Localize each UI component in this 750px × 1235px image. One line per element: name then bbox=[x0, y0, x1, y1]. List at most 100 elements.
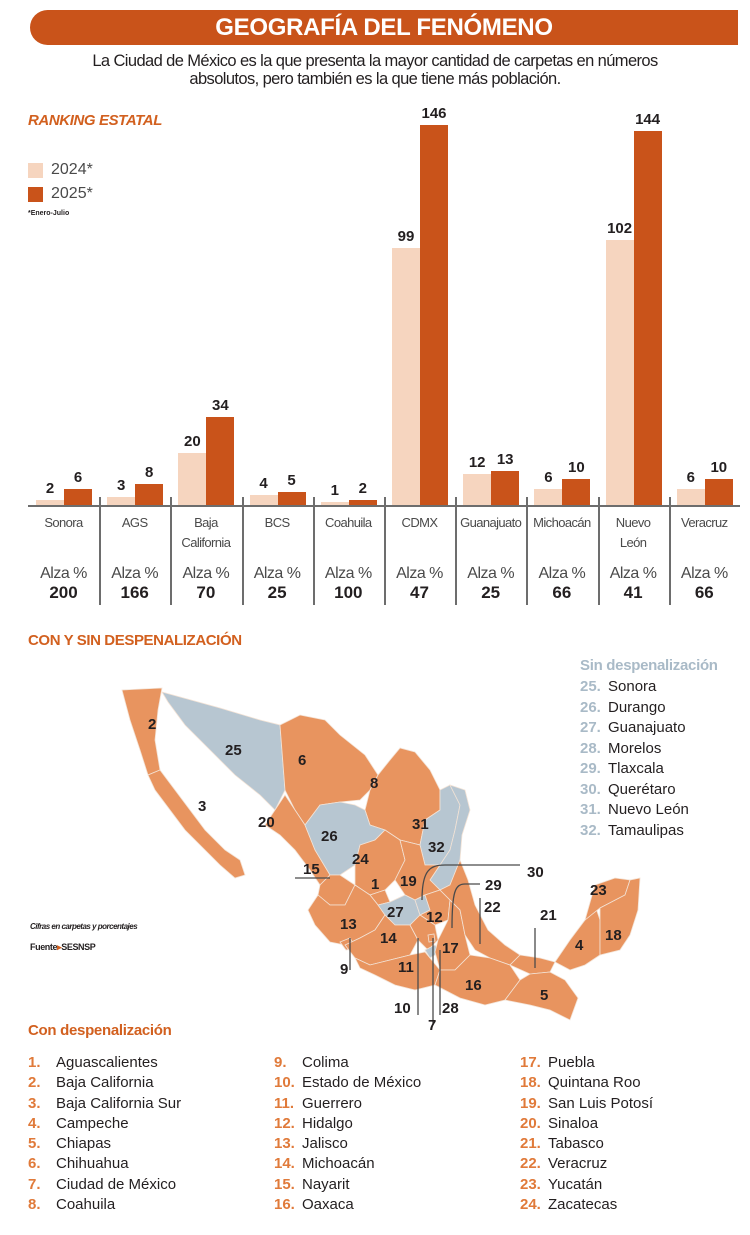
bar-value-label: 3 bbox=[117, 477, 126, 495]
alza-value: 25 bbox=[481, 583, 501, 602]
bar-2024 bbox=[107, 497, 136, 505]
state-list-item: 29. Tlaxcala bbox=[580, 760, 689, 781]
state-list-item: 21. Tabasco bbox=[520, 1135, 653, 1155]
group-divider bbox=[455, 497, 458, 605]
bar-value-label: 12 bbox=[468, 453, 486, 471]
svg-text:20: 20 bbox=[258, 814, 275, 831]
state-name: Zacatecas bbox=[548, 1196, 618, 1214]
svg-text:23: 23 bbox=[590, 882, 607, 899]
state-name: Baja California bbox=[56, 1074, 154, 1092]
category-label: Coahuila bbox=[325, 515, 372, 530]
state-list-item: 10. Estado de México bbox=[274, 1074, 421, 1094]
state-number: 2. bbox=[28, 1074, 41, 1092]
state-name: Aguascalientes bbox=[56, 1054, 158, 1071]
svg-text:7: 7 bbox=[428, 1017, 436, 1034]
state-name: Tamaulipas bbox=[608, 821, 684, 839]
state-list-item: 3. Baja California Sur bbox=[28, 1095, 181, 1115]
state-number: 26. bbox=[580, 698, 601, 716]
group-divider bbox=[526, 497, 529, 605]
bar-2024 bbox=[249, 494, 278, 505]
header-banner: GEOGRAFÍA DEL FENÓMENO bbox=[30, 10, 738, 45]
state-name: San Luis Potosí bbox=[548, 1094, 654, 1112]
category-label: Baja California bbox=[181, 515, 231, 550]
state-list-item: 30. Querétaro bbox=[580, 781, 689, 802]
state-name: Campeche bbox=[56, 1114, 129, 1132]
map-region-quintana-roo bbox=[599, 877, 641, 956]
chart-group-7: 6 10 Michoacán Alza % 66 bbox=[526, 95, 597, 615]
alza-value: 47 bbox=[410, 583, 429, 602]
state-list-item: 17. Puebla bbox=[520, 1054, 653, 1074]
state-name: Durango bbox=[608, 698, 666, 716]
svg-text:10: 10 bbox=[394, 1000, 411, 1017]
map-region-chiapas bbox=[504, 971, 579, 1021]
state-name: Sinaloa bbox=[548, 1114, 599, 1132]
state-name: Puebla bbox=[548, 1054, 595, 1071]
page-subtitle: La Ciudad de México es la que presenta l… bbox=[20, 52, 730, 88]
state-number: 10. bbox=[274, 1074, 295, 1092]
svg-text:24: 24 bbox=[352, 851, 369, 868]
category-label: Michoacán bbox=[533, 515, 591, 530]
category-label: Nuevo León bbox=[615, 515, 651, 550]
bar-value-label: 10 bbox=[710, 459, 728, 476]
state-list-item: 12. Hidalgo bbox=[274, 1115, 421, 1135]
bar-2025 bbox=[420, 125, 448, 505]
state-name: Baja California Sur bbox=[56, 1094, 182, 1112]
bar-2025 bbox=[562, 479, 591, 505]
bar-value-label: 144 bbox=[635, 110, 661, 128]
svg-text:30: 30 bbox=[527, 864, 544, 881]
alza-label: Alza % bbox=[609, 565, 657, 582]
bar-value-label: 102 bbox=[607, 219, 633, 237]
state-list-item: 32. Tamaulipas bbox=[580, 822, 689, 843]
map-leader-lines bbox=[295, 864, 536, 1025]
state-number: 19. bbox=[520, 1094, 541, 1112]
bar-value-label: 20 bbox=[184, 433, 201, 450]
state-name: Quintana Roo bbox=[548, 1074, 641, 1092]
state-number: 18. bbox=[520, 1074, 541, 1092]
ranking-title: RANKING ESTATAL bbox=[28, 112, 162, 129]
category-label: BCS bbox=[264, 515, 291, 530]
state-name: Yucatán bbox=[548, 1175, 603, 1193]
source-value: SESNSP bbox=[61, 942, 96, 952]
svg-text:21: 21 bbox=[540, 907, 557, 924]
bar-2024 bbox=[320, 502, 349, 505]
chart-legend: 2024* 2025* *Enero-Julio bbox=[28, 158, 93, 217]
chart-group-1: 3 8 AGS Alza % 166 bbox=[99, 95, 170, 615]
page-title: GEOGRAFÍA DEL FENÓMENO bbox=[215, 13, 553, 41]
alza-label: Alza % bbox=[111, 565, 159, 582]
bar-2025 bbox=[64, 489, 92, 505]
subtitle-line-1: La Ciudad de México es la que presenta l… bbox=[92, 52, 658, 70]
alza-label: Alza % bbox=[324, 565, 372, 582]
map-region-cdmx bbox=[427, 933, 436, 943]
chart-group-9: 6 10 Veracruz Alza % 66 bbox=[668, 95, 740, 615]
map-region-bcs bbox=[147, 769, 246, 879]
state-list-item: 20. Sinaloa bbox=[520, 1115, 653, 1135]
state-list-item: 15. Nayarit bbox=[274, 1176, 421, 1196]
bar-2024 bbox=[676, 489, 705, 505]
svg-text:27: 27 bbox=[387, 904, 404, 921]
state-number: 30. bbox=[580, 780, 601, 798]
group-divider bbox=[312, 497, 315, 605]
bar-value-label: 8 bbox=[145, 464, 154, 482]
bar-value-label: 13 bbox=[496, 451, 514, 469]
state-name: Morelos bbox=[608, 739, 662, 757]
legend-swatch-2024 bbox=[28, 162, 43, 178]
state-number: 25. bbox=[580, 678, 601, 695]
svg-text:17: 17 bbox=[442, 940, 459, 957]
state-number: 5. bbox=[28, 1135, 41, 1153]
alza-label: Alza % bbox=[396, 565, 443, 582]
legend-item-2025: 2025* bbox=[28, 182, 93, 206]
state-number: 6. bbox=[28, 1155, 41, 1173]
group-divider bbox=[241, 497, 244, 605]
con-list-col-2: 9. Colima 10. Estado de México 11. Guerrero 12… bbox=[274, 1054, 421, 1216]
alza-value: 66 bbox=[694, 583, 714, 602]
bar-2025 bbox=[491, 471, 520, 505]
category-label: Sonora bbox=[44, 515, 83, 530]
state-number: 16. bbox=[274, 1196, 295, 1214]
state-name: Veracruz bbox=[548, 1155, 608, 1173]
svg-text:4: 4 bbox=[575, 937, 584, 954]
chart-group-3: 4 5 BCS Alza % 25 bbox=[241, 95, 313, 615]
state-name: Michoacán bbox=[302, 1155, 375, 1173]
bar-value-label: 10 bbox=[568, 459, 585, 476]
state-number: 4. bbox=[28, 1114, 41, 1132]
con-list-col-1: 1. Aguascalientes 2. Baja California 3. Baja … bbox=[28, 1054, 181, 1216]
